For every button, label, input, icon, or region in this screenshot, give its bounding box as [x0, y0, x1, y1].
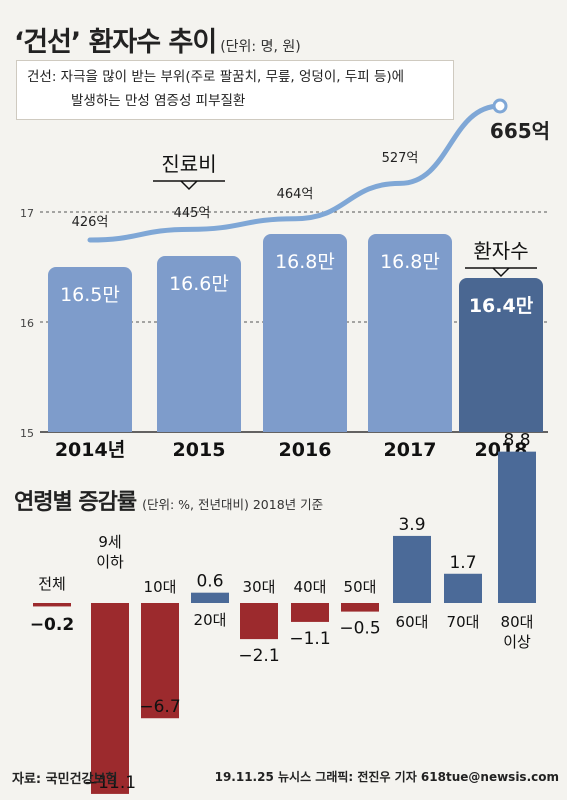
- x-tick-label: 2014년: [55, 439, 125, 461]
- patient-bar-label: 16.5만: [60, 284, 120, 306]
- patient-bar-base: [263, 420, 347, 432]
- age-bar: [191, 592, 229, 603]
- x-tick-label: 2016: [279, 439, 332, 461]
- patient-bar: [368, 234, 452, 432]
- patient-bar: [48, 267, 132, 432]
- age-bar: [141, 603, 179, 719]
- patient-bar-label: 16.8만: [275, 251, 335, 273]
- patient-bar-label: 16.8만: [380, 251, 440, 273]
- age-category-label: 이상: [503, 633, 531, 651]
- age-value-label: −0.2: [30, 615, 74, 635]
- definition-line-1: 건선: 자극을 많이 받는 부위(주로 팔꿈치, 무릎, 엉덩이, 두피 등)에: [27, 69, 405, 85]
- age-category-label: 40대: [294, 578, 327, 596]
- definition-box: 건선: 자극을 많이 받는 부위(주로 팔꿈치, 무릎, 엉덩이, 두피 등)에…: [16, 60, 454, 120]
- age-bar: [240, 603, 278, 640]
- patient-bar-base: [459, 420, 543, 432]
- patient-bar-base: [48, 420, 132, 432]
- age-category-label: 전체: [38, 575, 66, 593]
- patient-bar-label: 16.6만: [169, 273, 229, 295]
- cost-label: 464억: [277, 187, 314, 202]
- patients-series-label: 환자수: [473, 239, 528, 263]
- patient-bar-base: [157, 420, 241, 432]
- patient-bar: [157, 256, 241, 432]
- age-value-label: 3.9: [398, 515, 425, 535]
- y-tick-label: 17: [20, 207, 34, 220]
- source-note: 자료: 국민건강보험: [12, 772, 118, 787]
- page-title: ‘건선’ 환자수 추이 (단위: 명, 원): [14, 27, 301, 58]
- age-section-unit: (단위: %, 전년대비) 2018년 기준: [142, 497, 324, 512]
- patient-bar: [459, 278, 543, 432]
- patients-label-pointer: [492, 267, 510, 278]
- age-value-label: −2.1: [238, 646, 279, 666]
- age-category-label: 70대: [447, 613, 480, 631]
- age-category-label: 9세: [98, 533, 121, 551]
- age-value-label: −11.1: [84, 773, 136, 793]
- age-category-label: 30대: [243, 578, 276, 596]
- age-bar: [91, 603, 129, 794]
- age-bar: [341, 603, 379, 612]
- age-value-label: −0.5: [339, 619, 380, 639]
- age-category-label: 10대: [144, 578, 177, 596]
- age-category-label: 80대: [501, 613, 534, 631]
- age-bar: [393, 535, 431, 603]
- age-value-label: 1.7: [449, 553, 476, 573]
- y-tick-label: 15: [20, 427, 34, 440]
- cost-label: 527억: [382, 151, 419, 166]
- age-bar: [444, 573, 482, 603]
- patients-cost-chart: 15 16 17 16.5만 2014년 16.6만 2015 16.8만 2016 16.8만 2…: [20, 98, 550, 461]
- patient-bar: [263, 234, 347, 432]
- age-category-label: 60대: [396, 613, 429, 631]
- definition-line-2: 발생하는 만성 염증성 피부질환: [71, 93, 246, 109]
- cost-label-pointer: [180, 180, 198, 191]
- cost-label: 665억: [490, 119, 550, 143]
- age-category-label: 20대: [194, 611, 227, 629]
- age-bar: [33, 603, 71, 607]
- age-bar: [291, 603, 329, 622]
- age-category-label: 50대: [344, 578, 377, 596]
- age-value-label: −1.1: [289, 629, 330, 649]
- x-tick-label: 2017: [384, 439, 437, 461]
- patient-bar-base: [368, 420, 452, 432]
- age-bar: [498, 451, 536, 603]
- credit-note: 19.11.25 뉴시스 그래픽: 전진우 기자 618tue@newsis.c…: [214, 770, 559, 784]
- cost-label: 426억: [72, 215, 109, 230]
- age-value-label: 0.6: [196, 572, 223, 592]
- patient-bar-label: 16.4만: [469, 295, 534, 317]
- cost-endpoint: [492, 98, 508, 114]
- age-section-title: 연령별 증감률 (단위: %, 전년대비) 2018년 기준: [14, 490, 324, 515]
- age-category-label: 이하: [96, 553, 124, 571]
- age-value-label: −6.7: [139, 697, 180, 717]
- y-tick-label: 16: [20, 317, 34, 330]
- age-value-label: 8.8: [503, 431, 530, 451]
- cost-label: 445억: [174, 206, 211, 221]
- cost-line: [87, 103, 503, 243]
- x-tick-label: 2015: [173, 439, 226, 461]
- title-unit: (단위: 명, 원): [220, 39, 301, 55]
- cost-series-label: 진료비: [161, 152, 216, 176]
